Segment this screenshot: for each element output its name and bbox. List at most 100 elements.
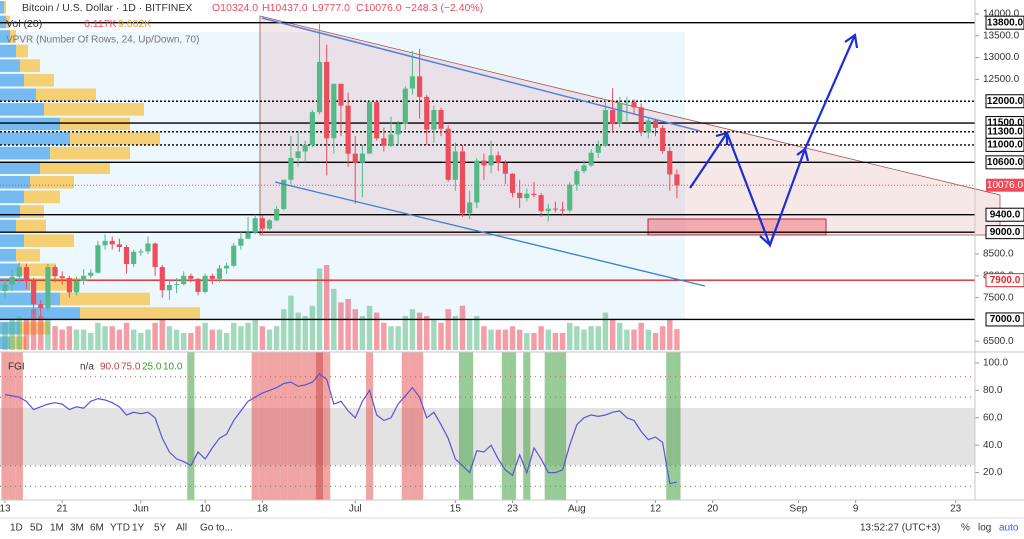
level-box (985, 312, 1024, 327)
volume-bar (438, 322, 444, 350)
candle-body (381, 138, 387, 146)
goto[interactable]: Go to... (200, 523, 233, 534)
volume-bar (195, 326, 201, 350)
fgi-zone (508, 352, 517, 500)
volume-bar (202, 322, 208, 350)
fgi-zone (408, 352, 417, 500)
volume-bar (145, 329, 151, 350)
vpvr-down (10, 30, 16, 43)
close: C10076.0 (356, 2, 402, 14)
vpvr-up (0, 219, 16, 233)
vpvr-up (0, 44, 16, 58)
volume-bar (130, 329, 137, 350)
candle-body (660, 127, 666, 151)
volume-bar (366, 305, 373, 350)
volume-bar (645, 329, 652, 350)
range-button[interactable]: 5Y (154, 523, 167, 534)
candle-body (545, 208, 551, 212)
range-button[interactable]: All (176, 523, 187, 534)
vpvr-title: VPVR (Number Of Rows, 24, Up/Down, 70) (6, 35, 199, 46)
percent-toggle[interactable]: % (961, 523, 970, 534)
candle-body (509, 173, 516, 193)
x-tick-label: Aug (568, 504, 586, 515)
range-button[interactable]: 1Y (132, 523, 145, 534)
candle-body (517, 192, 523, 199)
range-button[interactable]: 1D (10, 523, 23, 534)
candle-body (102, 240, 108, 246)
volume-bar (481, 326, 487, 350)
volume-bar (166, 326, 173, 350)
volume-bar (395, 326, 401, 350)
volume-bar (9, 319, 15, 350)
candle-body (23, 267, 30, 282)
volume-bar (631, 329, 637, 350)
fgi-zone (280, 352, 288, 500)
candle-body (338, 83, 344, 106)
candle-body (388, 134, 394, 146)
candle-body (395, 123, 401, 135)
range-button[interactable]: 6M (90, 523, 104, 534)
vpvr-up (0, 161, 40, 174)
volume-bar (609, 319, 616, 350)
range-button[interactable]: 5D (30, 523, 43, 534)
y-tick-label: 12500.0 (983, 74, 1020, 85)
volume-bar (266, 329, 273, 350)
vpvr-down (36, 88, 96, 102)
volume-bar (209, 329, 216, 350)
candle-body (538, 195, 544, 212)
volume-bar (617, 322, 623, 350)
arrow-head (796, 147, 810, 162)
candle-body (559, 209, 566, 211)
candle-body (481, 160, 487, 166)
candle-body (602, 109, 609, 146)
volume-bar (474, 316, 480, 350)
auto-toggle[interactable]: auto (999, 523, 1019, 534)
candle-body (95, 245, 101, 273)
x-tick-label: 21 (57, 504, 69, 515)
volume-bar (309, 305, 316, 350)
x-tick-label: 10 (200, 504, 212, 515)
fgi-zone (673, 352, 681, 500)
volume-bar (373, 312, 380, 350)
volume-bar (524, 333, 530, 350)
level-box (985, 273, 1024, 288)
vpvr-up (0, 190, 24, 204)
candle-body (331, 83, 337, 139)
vpvr-up (0, 234, 24, 247)
candle-body (288, 157, 294, 180)
range-button[interactable]: 3M (70, 523, 84, 534)
vpvr-down (24, 190, 60, 204)
candle-body (352, 153, 358, 163)
volume-bar (509, 326, 516, 350)
volume-bar (624, 329, 630, 350)
level-label: 10600.0 (987, 157, 1024, 168)
candle-body (624, 102, 630, 104)
candle-body (488, 155, 494, 166)
fgi-zone (315, 352, 324, 500)
fgi-band-label: 25.0 (142, 362, 162, 373)
level-box (985, 207, 1024, 222)
log-toggle[interactable]: log (978, 523, 991, 534)
drawings-back (0, 15, 1001, 465)
arrow-head (715, 131, 729, 145)
vpvr-down (6, 15, 10, 29)
candle-body (324, 61, 330, 139)
vpvr-range (0, 32, 685, 320)
vpvr-up (0, 146, 50, 160)
x-tick-label: Jun (133, 504, 149, 515)
range-button[interactable]: YTD (110, 523, 130, 534)
level-label: 9400.0 (990, 209, 1021, 220)
range-button[interactable]: 1M (50, 523, 64, 534)
volume-bar (545, 329, 551, 350)
clock: 13:52:27 (UTC+3) (860, 523, 940, 534)
vpvr-down (20, 205, 44, 218)
fgi-tick-label: 20.0 (983, 467, 1003, 478)
fgi-neutral-band (0, 408, 975, 465)
candle-body (166, 284, 172, 291)
volume-bar (66, 326, 73, 350)
volume-bar (238, 326, 244, 350)
candle-body (173, 284, 180, 286)
candle-body (302, 144, 308, 152)
vpvr-up (0, 103, 44, 116)
